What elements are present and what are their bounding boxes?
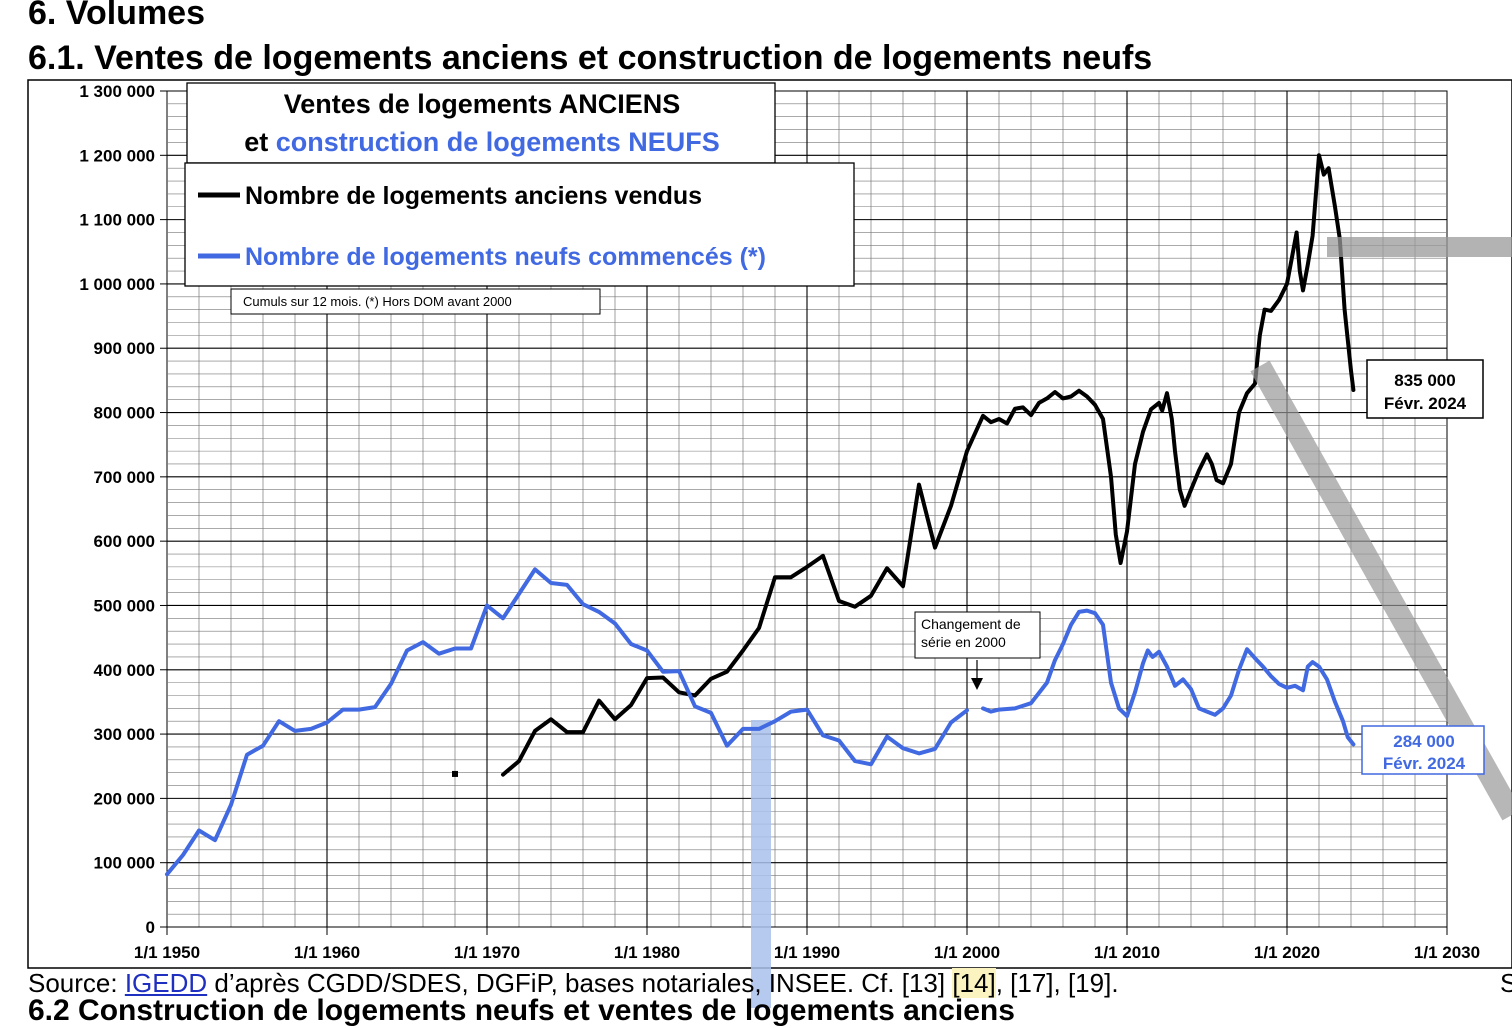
y-tick-label: 1 000 000 xyxy=(79,275,155,294)
end-label-box-neufs xyxy=(1361,725,1485,775)
highlight-bar xyxy=(751,720,771,1008)
x-tick-label: 1/1 1990 xyxy=(774,943,840,962)
annotation-arrow-head xyxy=(971,678,983,690)
y-tick-label: 100 000 xyxy=(94,854,155,873)
annotation-line-2: série en 2000 xyxy=(921,634,1006,650)
series-line-neufs xyxy=(165,567,969,877)
end-label-anciens-date: Févr. 2024 xyxy=(1384,394,1467,413)
y-tick-label: 1 300 000 xyxy=(79,82,155,101)
legend-label-anciens: Nombre de logements anciens vendus xyxy=(245,182,702,210)
x-tick-label: 1/1 2010 xyxy=(1094,943,1160,962)
series-line-neufs xyxy=(981,608,1356,747)
chart-title-colored: construction de logements NEUFS xyxy=(276,127,720,157)
stray-data-point xyxy=(452,770,458,777)
section-title: 6. Volumes xyxy=(28,0,205,32)
y-tick-label: 800 000 xyxy=(94,404,155,423)
chart-title-box xyxy=(186,82,776,164)
legend-box xyxy=(184,162,855,287)
next-heading-cut: 6.2 Construction de logements neufs et v… xyxy=(28,994,1015,1027)
highlighted-ref[interactable]: [14] xyxy=(952,968,996,998)
annotation-line-1: Changement de xyxy=(921,616,1021,632)
x-tick-label: 1/1 2030 xyxy=(1414,943,1480,962)
igedd-link[interactable]: IGEDD xyxy=(124,968,208,998)
y-tick-label: 900 000 xyxy=(94,339,155,358)
chart-title-prefix: et xyxy=(244,127,276,157)
chart-title-line-1: Ventes de logements ANCIENS xyxy=(284,89,681,119)
y-tick-label: 500 000 xyxy=(94,596,155,615)
x-tick-label: 1/1 1980 xyxy=(614,943,680,962)
legend-label-neufs: Nombre de logements neufs commencés (*) xyxy=(245,243,766,271)
x-tick-label: 1/1 1950 xyxy=(134,943,200,962)
x-tick-label: 1/1 2020 xyxy=(1254,943,1320,962)
note-text: Cumuls sur 12 mois. (*) Hors DOM avant 2… xyxy=(243,294,512,309)
y-tick-label: 600 000 xyxy=(94,532,155,551)
x-tick-label: 1/1 1970 xyxy=(454,943,520,962)
chart-title-line-2: et construction de logements NEUFS xyxy=(244,127,720,157)
subsection-title: 6.1. Ventes de logements anciens et cons… xyxy=(28,39,1153,77)
x-tick-label: 1/1 2000 xyxy=(934,943,1000,962)
annotation-box xyxy=(914,611,1041,659)
y-tick-label: 300 000 xyxy=(94,725,155,744)
end-label-anciens-value: 835 000 xyxy=(1394,371,1455,390)
end-label-neufs-value: 284 000 xyxy=(1393,732,1454,751)
series-line-anciens xyxy=(501,153,1356,777)
y-tick-label: 1 100 000 xyxy=(79,211,155,230)
y-tick-label: 700 000 xyxy=(94,468,155,487)
y-tick-label: 1 200 000 xyxy=(79,146,155,165)
source-note: Source: IGEDD d’après CGDD/SDES, DGFiP, … xyxy=(28,968,1119,998)
y-tick-label: 0 xyxy=(146,918,155,937)
y-tick-label: 200 000 xyxy=(94,789,155,808)
end-label-neufs-date: Févr. 2024 xyxy=(1383,754,1466,773)
right-edge-text: S xyxy=(1500,968,1512,998)
note-box xyxy=(230,288,601,315)
end-label-box-anciens xyxy=(1366,359,1484,419)
x-tick-label: 1/1 1960 xyxy=(294,943,360,962)
y-tick-label: 400 000 xyxy=(94,661,155,680)
gray-marker-horizontal xyxy=(1327,237,1512,257)
